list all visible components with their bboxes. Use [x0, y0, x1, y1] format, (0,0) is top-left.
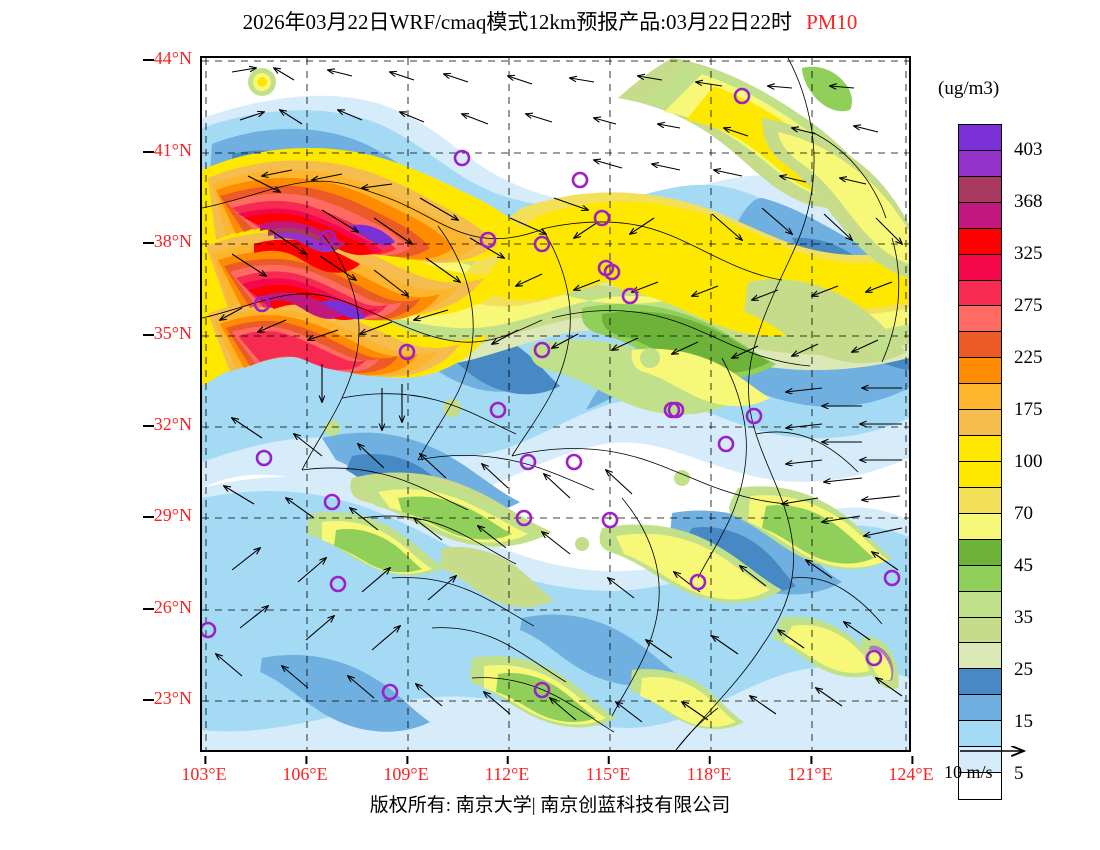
latitude-axis: 44°N 41°N 38°N 35°N 32°N 29°N 26°N 23°N	[120, 0, 192, 850]
lon-label: 109°E	[383, 756, 429, 785]
colorbar-band	[959, 254, 1001, 281]
colorbar-tick-label: 275	[1014, 295, 1043, 316]
colorbar-tick-label: 35	[1014, 607, 1033, 628]
title-text: 2026年03月22日WRF/cmaq模式12km预报产品:03月22日22时	[242, 10, 793, 34]
wind-scale-key: 10 m/s	[944, 742, 1098, 788]
lat-label: 44°N	[142, 48, 192, 69]
colorbar-band	[959, 461, 1001, 488]
colorbar-tick-label: 5	[1014, 763, 1024, 784]
colorbar-band	[959, 125, 1001, 151]
colorbar-tick-label: 25	[1014, 659, 1033, 680]
colorbar-band	[959, 487, 1001, 514]
colorbar-band	[959, 410, 1001, 437]
colorbar-band	[959, 643, 1001, 670]
colorbar-band	[959, 202, 1001, 229]
colorbar-band	[959, 539, 1001, 566]
page-title: 2026年03月22日WRF/cmaq模式12km预报产品:03月22日22时 P…	[0, 6, 1100, 36]
colorbar-band	[959, 176, 1001, 203]
colorbar-tick-label: 175	[1014, 399, 1043, 420]
colorbar-band	[959, 280, 1001, 307]
lat-label: 35°N	[142, 323, 192, 344]
lon-label: 118°E	[687, 756, 731, 785]
colorbar-band	[959, 358, 1001, 385]
copyright-notice: 版权所有: 南京大学| 南京创蓝科技有限公司	[369, 795, 731, 816]
lon-label: 112°E	[485, 756, 529, 785]
colorbar-tick-label: 325	[1014, 243, 1043, 264]
pm10-concentration-heatmap	[202, 58, 909, 750]
colorbar-band	[959, 513, 1001, 540]
lat-label: 29°N	[142, 505, 192, 526]
colorbar-band	[959, 591, 1001, 618]
colorbar-band	[959, 384, 1001, 411]
lon-label: 115°E	[586, 756, 630, 785]
map-plot-area[interactable]	[200, 56, 911, 752]
lon-label: 121°E	[787, 756, 833, 785]
colorbar-tick-label: 70	[1014, 503, 1033, 524]
lat-label: 38°N	[142, 231, 192, 252]
lon-label: 103°E	[181, 756, 227, 785]
colorbar-tick-label: 45	[1014, 555, 1033, 576]
colorbar-band	[959, 669, 1001, 696]
lon-label: 106°E	[282, 756, 328, 785]
lon-label: 124°E	[888, 756, 934, 785]
colorbar-band	[959, 306, 1001, 333]
wind-arrow-icon	[960, 742, 1042, 762]
colorbar-units-label: (ug/m3)	[938, 78, 1000, 99]
colorbar-band	[959, 228, 1001, 255]
title-species-label: PM10	[806, 10, 858, 34]
lat-label: 32°N	[142, 414, 192, 435]
longitude-axis: 103°E 106°E 109°E 112°E 115°E 118°E 121°…	[0, 756, 1100, 788]
lat-label: 26°N	[142, 597, 192, 618]
colorbar[interactable]	[958, 124, 1002, 800]
colorbar-band	[959, 695, 1001, 722]
wind-scale-label: 10 m/s	[944, 762, 993, 782]
colorbar-legend: (ug/m3) 403 368 325 275 225 175 100 70 45 35 25 15 5	[938, 78, 1098, 800]
colorbar-band	[959, 617, 1001, 644]
colorbar-tick-label: 403	[1014, 139, 1043, 160]
lat-label: 23°N	[142, 688, 192, 709]
colorbar-band	[959, 721, 1001, 748]
lat-label: 41°N	[142, 140, 192, 161]
colorbar-tick-label: 100	[1014, 451, 1043, 472]
colorbar-tick-label: 15	[1014, 711, 1033, 732]
colorbar-tick-label: 368	[1014, 191, 1043, 212]
colorbar-band	[959, 436, 1001, 462]
colorbar-band	[959, 332, 1001, 359]
colorbar-band	[959, 565, 1001, 592]
colorbar-band	[959, 150, 1001, 177]
colorbar-tick-label: 225	[1014, 347, 1043, 368]
colorbar-band	[959, 773, 1001, 799]
